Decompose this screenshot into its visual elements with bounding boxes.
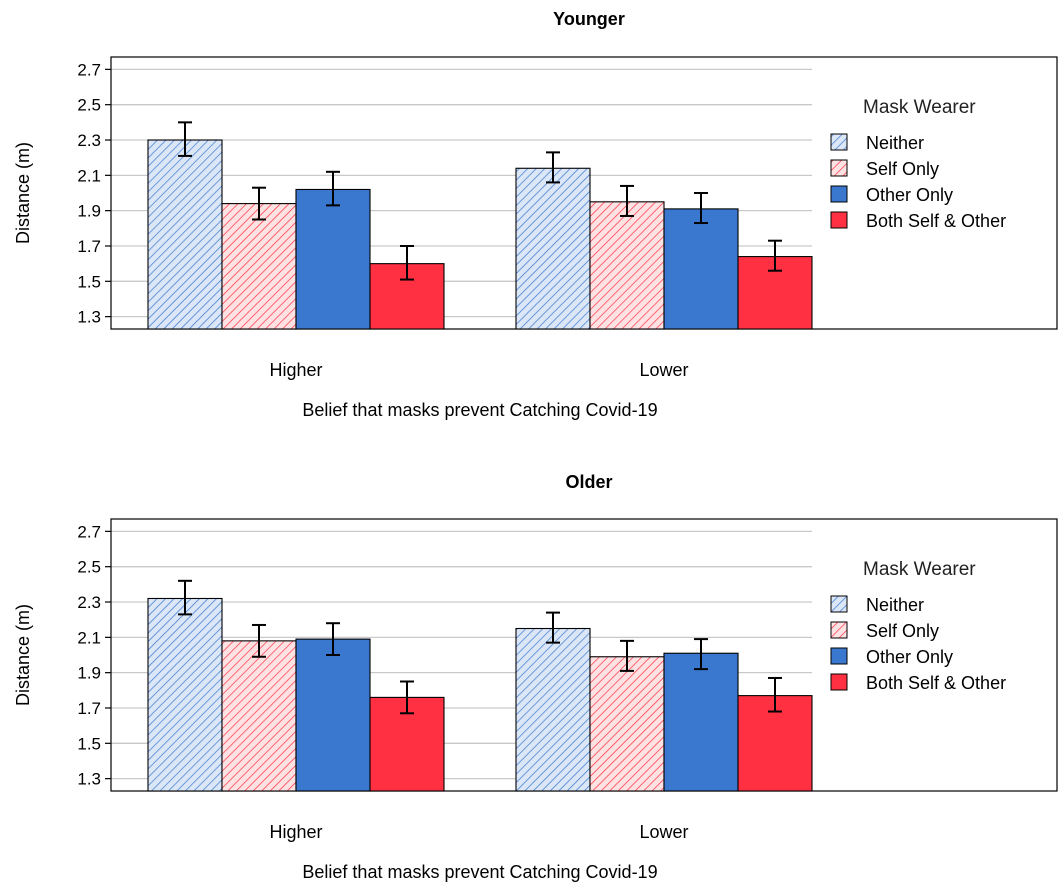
x-axis-label: Belief that masks prevent Catching Covid… — [302, 862, 657, 882]
y-tick-label: 2.7 — [77, 522, 101, 541]
bar — [221, 640, 297, 792]
x-axis-label: Belief that masks prevent Catching Covid… — [302, 400, 657, 420]
bar — [295, 638, 371, 792]
y-tick-label: 1.3 — [77, 770, 101, 789]
legend-swatch — [830, 185, 848, 203]
legend-swatch — [830, 621, 848, 639]
legend-label: Self Only — [866, 621, 939, 641]
legend-swatch — [830, 133, 848, 151]
bar — [295, 188, 371, 330]
y-tick-label: 1.7 — [77, 237, 101, 256]
bar — [515, 627, 591, 792]
chart-panel: Younger 1.3 1.5 1.7 1.9 2.1 2.3 2.5 2.7 Distance … — [13, 9, 1058, 420]
bar — [515, 167, 591, 330]
legend-label: Other Only — [866, 185, 953, 205]
legend-label: Neither — [866, 133, 924, 153]
legend-label: Other Only — [866, 647, 953, 667]
y-axis-label: Distance (m) — [13, 142, 33, 244]
chart-title: Younger — [553, 9, 625, 29]
x-category-label: Higher — [269, 360, 322, 380]
legend-swatch — [830, 159, 848, 177]
y-tick-label: 2.3 — [77, 131, 101, 150]
bar — [663, 652, 739, 792]
y-tick-label: 1.3 — [77, 308, 101, 327]
bar — [663, 208, 739, 330]
legend-label: Both Self & Other — [866, 673, 1006, 693]
bar — [589, 201, 665, 330]
bar — [147, 597, 223, 792]
y-tick-label: 2.7 — [77, 60, 101, 79]
legend: Mask Wearer Neither Self Only Other Only Bot… — [830, 559, 1006, 693]
legend-label: Self Only — [866, 159, 939, 179]
y-tick-label: 2.5 — [77, 558, 101, 577]
x-category-label: Higher — [269, 822, 322, 842]
legend-label: Both Self & Other — [866, 211, 1006, 231]
y-tick-label: 2.5 — [77, 96, 101, 115]
bar — [589, 656, 665, 792]
legend-swatch — [830, 673, 848, 691]
y-tick-label: 2.1 — [77, 166, 101, 185]
legend-swatch — [830, 211, 848, 229]
legend-swatch — [830, 595, 848, 613]
y-tick-label: 1.9 — [77, 202, 101, 221]
x-category-label: Lower — [639, 822, 688, 842]
y-tick-label: 1.5 — [77, 272, 101, 291]
y-tick-label: 1.5 — [77, 734, 101, 753]
legend: Mask Wearer Neither Self Only Other Only Bot… — [830, 97, 1006, 231]
y-tick-label: 2.1 — [77, 628, 101, 647]
y-tick-label: 1.9 — [77, 664, 101, 683]
y-axis-label: Distance (m) — [13, 604, 33, 706]
bar — [147, 139, 223, 330]
bar — [221, 203, 297, 330]
legend-label: Neither — [866, 595, 924, 615]
chart-title: Older — [565, 472, 612, 492]
y-tick-label: 2.3 — [77, 593, 101, 612]
x-category-label: Lower — [639, 360, 688, 380]
y-tick-label: 1.7 — [77, 699, 101, 718]
legend-title: Mask Wearer — [863, 97, 976, 118]
legend-swatch — [830, 647, 848, 665]
chart-panel: Older 1.3 1.5 1.7 1.9 2.1 2.3 2.5 2.7 Distance (m… — [13, 472, 1058, 882]
legend-title: Mask Wearer — [863, 559, 976, 580]
